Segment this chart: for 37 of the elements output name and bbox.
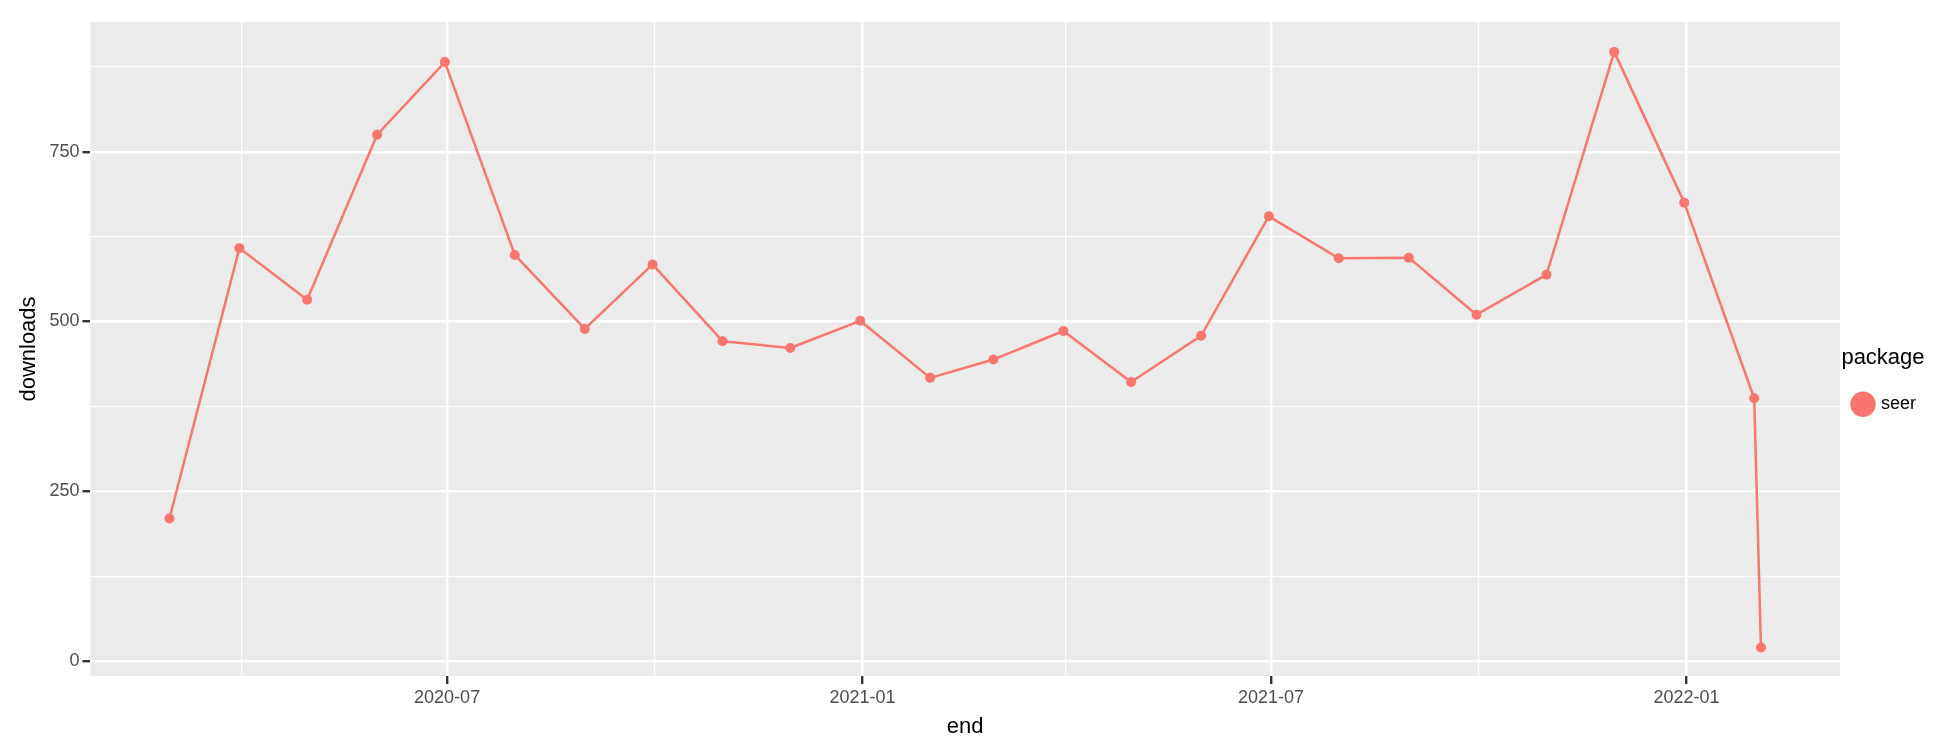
legend-title: package: [1841, 343, 1925, 369]
point: [1609, 46, 1620, 57]
y-tick-label: 250: [49, 480, 80, 501]
point: [372, 129, 383, 140]
point: [1679, 197, 1690, 208]
y-tick-label: 500: [49, 310, 80, 331]
point: [1541, 269, 1552, 280]
point: [717, 336, 728, 347]
y-tick-label: 0: [69, 650, 80, 671]
x-tick-label: 2021-01: [829, 686, 896, 707]
x-tick-label: 2021-07: [1238, 686, 1305, 707]
point: [855, 315, 866, 326]
y-axis-title: downloads: [15, 296, 41, 402]
point: [1263, 211, 1274, 222]
point: [1058, 326, 1069, 336]
point: [785, 342, 796, 353]
point: [439, 57, 450, 68]
point: [1333, 253, 1344, 264]
point: [1196, 330, 1207, 341]
point: [1471, 309, 1482, 320]
x-tick-label: 2020-07: [414, 686, 481, 707]
point: [988, 354, 999, 365]
point: [302, 294, 313, 305]
x-axis-title: end: [946, 712, 984, 738]
point: [1126, 376, 1137, 387]
point: [925, 372, 936, 383]
point: [509, 249, 520, 260]
point: [234, 243, 245, 254]
legend-label: seer: [1880, 393, 1917, 414]
point: [579, 323, 590, 334]
point: [1403, 252, 1414, 263]
y-tick-label: 750: [49, 140, 80, 161]
point: [1755, 642, 1766, 653]
point: [1749, 393, 1760, 404]
point: [647, 259, 658, 270]
x-tick-label: 2022-01: [1653, 686, 1720, 707]
point: [164, 513, 175, 524]
